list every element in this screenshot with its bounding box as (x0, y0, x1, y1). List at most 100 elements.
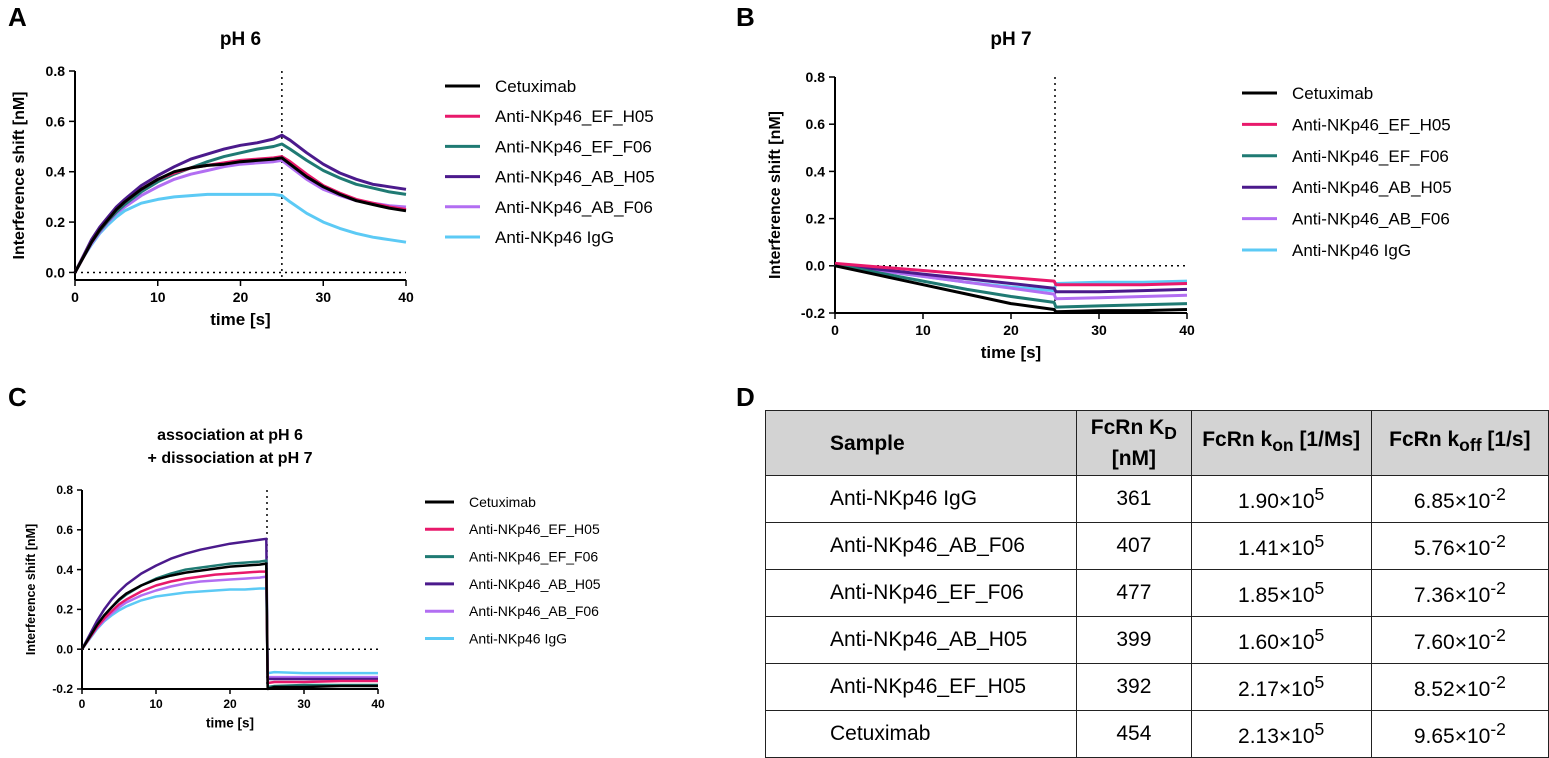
cell-koff: 7.36×10-2 (1370, 569, 1549, 617)
cell-kd: 454 (1076, 710, 1192, 758)
chart-title: pH 7 (990, 29, 1031, 50)
series-line-anti-nkp46-ab-h05 (834, 263, 1188, 294)
y-axis-label: Interference shift [nM] (24, 524, 38, 655)
legend-label: Anti-NKp46 IgG (1292, 241, 1411, 260)
x-tick-label: 30 (297, 697, 311, 711)
legend-label: Anti-NKp46_AB_H05 (495, 168, 655, 187)
cell-kd: 407 (1076, 522, 1192, 570)
legend-label: Anti-NKp46_EF_H05 (469, 521, 600, 537)
panel-letter-b: B (736, 2, 755, 32)
y-tick-label: 0.0 (806, 258, 826, 274)
header-kon: FcRn kon [1/Ms] (1190, 410, 1372, 476)
y-tick-label: 0.8 (46, 63, 66, 79)
cell-kd: 477 (1076, 569, 1192, 617)
legend-label: Anti-NKp46_EF_H05 (495, 107, 654, 126)
cell-kon: 1.60×105 (1190, 616, 1372, 664)
x-tick-label: 0 (831, 322, 839, 338)
y-tick-label: 0.2 (806, 211, 826, 227)
cell-kon: 1.41×105 (1190, 522, 1372, 570)
x-tick-label: 30 (1091, 322, 1107, 338)
cell-sample: Anti-NKp46 IgG (764, 475, 1078, 523)
panel-letter-d: D (736, 382, 755, 412)
header-sample: Sample (764, 410, 1078, 476)
cell-kon: 1.90×105 (1190, 475, 1372, 523)
x-tick-label: 40 (371, 697, 385, 711)
table-header-row: Sample FcRn KD [nM] FcRn kon [1/Ms] FcRn … (764, 410, 1549, 476)
cell-kd: 392 (1076, 663, 1192, 711)
series-line-anti-nkp46-ef-f06 (834, 263, 1188, 309)
cell-sample: Cetuximab (764, 710, 1078, 758)
x-tick-label: 10 (150, 289, 166, 305)
x-tick-label: 30 (315, 289, 331, 305)
legend-label: Anti-NKp46_AB_F06 (469, 603, 599, 619)
series-line-anti-nkp46-ab-f06 (834, 263, 1188, 301)
y-tick-label: 0.6 (46, 113, 66, 129)
cell-kon: 2.13×105 (1190, 710, 1372, 758)
x-axis-label: time [s] (981, 343, 1041, 362)
y-tick-label: 0.0 (56, 642, 73, 656)
legend-label: Anti-NKp46 IgG (495, 228, 614, 247)
legend-label: Cetuximab (495, 77, 576, 96)
cell-kon: 2.17×105 (1190, 663, 1372, 711)
series-line-anti-nkp46-ab-h05 (80, 537, 378, 681)
legend-label: Anti-NKp46_AB_H05 (469, 576, 601, 592)
x-tick-label: 10 (149, 697, 163, 711)
series-line-anti-nkp46-ab-h05 (73, 133, 407, 274)
legend-label: Anti-NKp46_EF_F06 (495, 137, 652, 156)
table-row: Anti-NKp46_EF_F06 477 1.85×105 7.36×10-2 (764, 569, 1549, 617)
cell-koff: 8.52×10-2 (1370, 663, 1549, 711)
legend-label: Anti-NKp46_AB_F06 (1292, 210, 1450, 229)
series-line-anti-nkp46-ef-h05 (80, 570, 378, 685)
y-tick-label: 0.8 (806, 69, 826, 85)
y-tick-label: 0.8 (56, 483, 73, 497)
table-row: Cetuximab 454 2.13×105 9.65×10-2 (764, 710, 1549, 758)
cell-koff: 5.76×10-2 (1370, 522, 1549, 570)
x-tick-label: 20 (223, 697, 237, 711)
series-line-anti-nkp46-igg (73, 192, 407, 274)
legend-label: Anti-NKp46_AB_F06 (495, 198, 653, 217)
cell-sample: Anti-NKp46_AB_F06 (764, 522, 1078, 570)
y-tick-label: 0.4 (56, 563, 73, 577)
legend-label: Anti-NKp46_EF_H05 (1292, 115, 1451, 134)
x-tick-label: 40 (1179, 322, 1195, 338)
cell-koff: 7.60×10-2 (1370, 616, 1549, 664)
legend-label: Anti-NKp46_AB_H05 (1292, 178, 1452, 197)
chart-title: pH 6 (220, 29, 261, 50)
cell-kd: 399 (1076, 616, 1192, 664)
x-tick-label: 40 (398, 289, 414, 305)
cell-koff: 9.65×10-2 (1370, 710, 1549, 758)
cell-sample: Anti-NKp46_AB_H05 (764, 616, 1078, 664)
x-tick-label: 20 (1003, 322, 1019, 338)
table-row: Anti-NKp46_EF_H05 392 2.17×105 8.52×10-2 (764, 663, 1549, 711)
panel-letter-a: A (8, 2, 27, 32)
y-tick-label: 0.4 (46, 164, 66, 180)
y-tick-label: -0.2 (801, 305, 825, 321)
cell-sample: Anti-NKp46_EF_H05 (764, 663, 1078, 711)
y-tick-label: 0.4 (806, 163, 826, 179)
table-row: Anti-NKp46 IgG 361 1.90×105 6.85×10-2 (764, 475, 1549, 523)
x-tick-label: 0 (71, 289, 79, 305)
legend-label: Anti-NKp46_EF_F06 (1292, 147, 1449, 166)
cell-kon: 1.85×105 (1190, 569, 1372, 617)
chart-title: association at pH 6 (157, 427, 303, 444)
legend-label: Cetuximab (469, 494, 536, 510)
x-tick-label: 10 (915, 322, 931, 338)
x-axis-label: time [s] (206, 716, 254, 731)
y-tick-label: 0.2 (46, 214, 66, 230)
cell-sample: Anti-NKp46_EF_F06 (764, 569, 1078, 617)
series-line-cetuximab (73, 156, 407, 274)
table-body: Anti-NKp46 IgG 361 1.90×105 6.85×10-2 Anti-N… (764, 475, 1549, 758)
series-line-anti-nkp46-ab-f06 (80, 575, 378, 679)
cell-koff: 6.85×10-2 (1370, 475, 1549, 523)
series-line-anti-nkp46-ef-h05 (73, 155, 407, 274)
series-line-cetuximab (834, 264, 1188, 314)
charts-canvas: 0 10 20 30 40 0.0 0.2 0.4 0.6 0.8 pH 6 time [s] Inte… (11, 29, 1452, 731)
legend-label: Cetuximab (1292, 84, 1373, 103)
y-tick-label: 0.6 (56, 523, 73, 537)
x-tick-label: 0 (79, 697, 86, 711)
y-tick-label: -0.2 (52, 682, 73, 696)
kinetics-table: Sample FcRn KD [nM] FcRn kon [1/Ms] FcRn … (764, 410, 1549, 758)
x-tick-label: 20 (233, 289, 249, 305)
series-line-anti-nkp46-ef-h05 (834, 261, 1188, 287)
cell-kd: 361 (1076, 475, 1192, 523)
